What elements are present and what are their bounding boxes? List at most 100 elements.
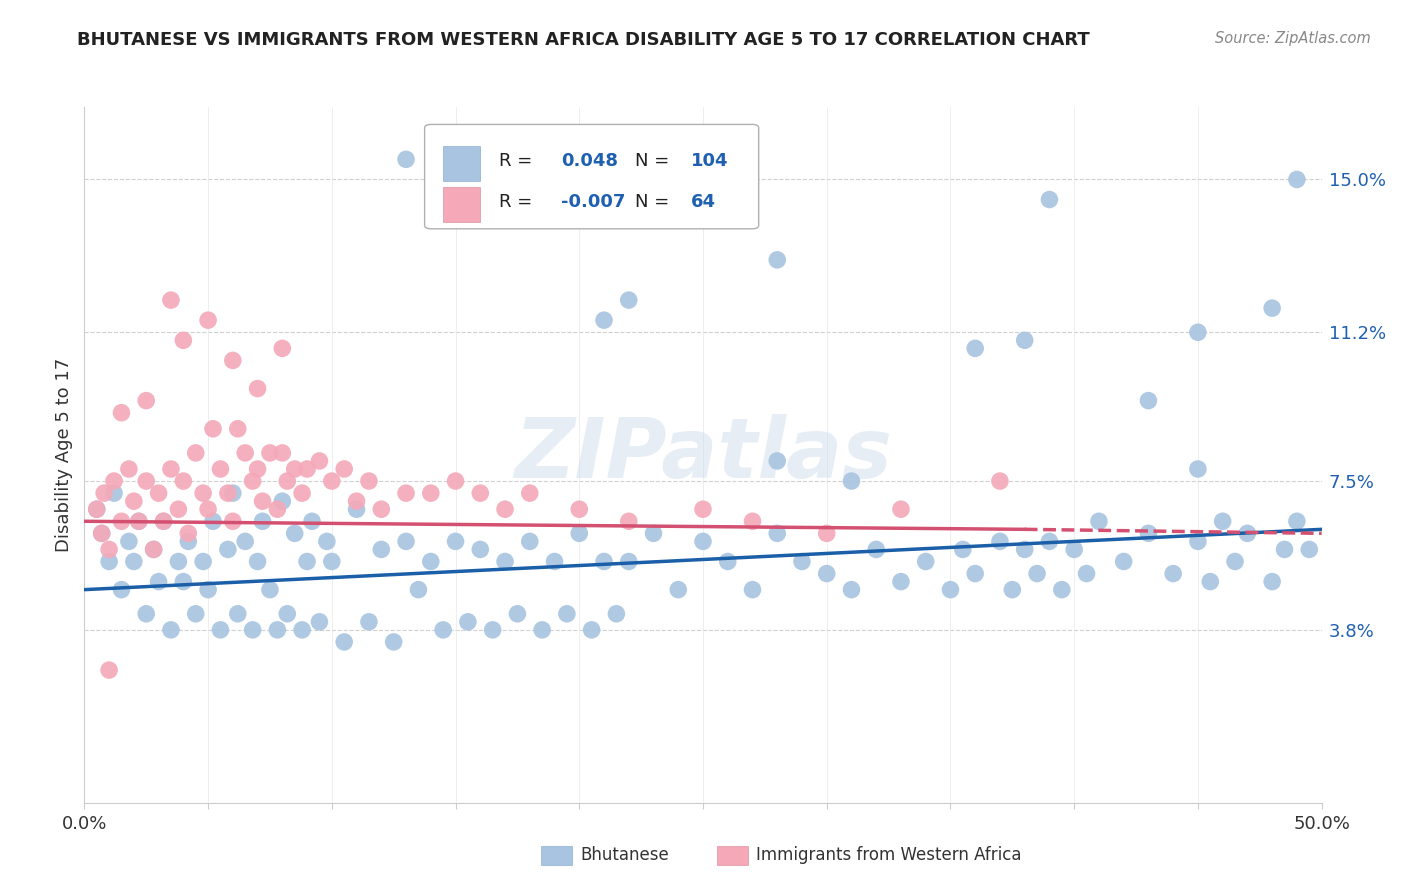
- Point: [841, 582, 863, 597]
- Point: [692, 212, 714, 227]
- Point: [148, 574, 170, 589]
- Point: [1187, 462, 1209, 476]
- Point: [118, 534, 141, 549]
- Point: [191, 486, 214, 500]
- Point: [1212, 514, 1234, 528]
- Y-axis label: Disability Age 5 to 17: Disability Age 5 to 17: [55, 358, 73, 552]
- Point: [209, 623, 232, 637]
- Point: [128, 514, 150, 528]
- Point: [1038, 193, 1060, 207]
- Point: [841, 474, 863, 488]
- Point: [202, 514, 225, 528]
- Point: [118, 462, 141, 476]
- Point: [226, 607, 249, 621]
- Point: [965, 342, 987, 356]
- Point: [233, 446, 256, 460]
- Point: [494, 502, 516, 516]
- Point: [914, 554, 936, 568]
- Point: [246, 382, 269, 396]
- Point: [1161, 566, 1184, 581]
- Text: 64: 64: [690, 194, 716, 211]
- Point: [1038, 534, 1060, 549]
- Point: [246, 462, 269, 476]
- Point: [152, 514, 174, 528]
- Point: [1001, 582, 1024, 597]
- Point: [988, 474, 1011, 488]
- Point: [1014, 334, 1036, 348]
- Point: [370, 502, 392, 516]
- Text: -0.007: -0.007: [561, 194, 626, 211]
- Point: [555, 607, 578, 621]
- Point: [1137, 526, 1160, 541]
- Point: [276, 474, 298, 488]
- Point: [692, 502, 714, 516]
- Point: [98, 663, 121, 677]
- Point: [1261, 301, 1284, 315]
- Point: [865, 542, 887, 557]
- Point: [271, 342, 294, 356]
- Point: [470, 542, 492, 557]
- Point: [952, 542, 974, 557]
- Point: [135, 393, 157, 408]
- Point: [315, 534, 337, 549]
- Point: [252, 514, 274, 528]
- Point: [284, 526, 307, 541]
- Point: [184, 607, 207, 621]
- Point: [333, 635, 356, 649]
- Point: [643, 526, 665, 541]
- Point: [890, 574, 912, 589]
- Point: [432, 623, 454, 637]
- Point: [568, 502, 591, 516]
- Point: [346, 502, 368, 516]
- Point: [890, 502, 912, 516]
- Point: [110, 406, 132, 420]
- Point: [103, 486, 125, 500]
- Point: [593, 554, 616, 568]
- Point: [1236, 526, 1258, 541]
- Point: [142, 542, 165, 557]
- Point: [295, 462, 318, 476]
- Point: [766, 526, 789, 541]
- Point: [346, 494, 368, 508]
- Point: [370, 542, 392, 557]
- Point: [184, 446, 207, 460]
- Point: [98, 554, 121, 568]
- Point: [1261, 574, 1284, 589]
- Point: [172, 574, 194, 589]
- Point: [291, 623, 314, 637]
- Text: R =: R =: [499, 153, 531, 170]
- Point: [790, 554, 813, 568]
- Point: [233, 534, 256, 549]
- Point: [333, 462, 356, 476]
- Point: [167, 554, 190, 568]
- Point: [1050, 582, 1073, 597]
- Point: [217, 486, 239, 500]
- Point: [122, 494, 145, 508]
- Point: [692, 534, 714, 549]
- Point: [197, 313, 219, 327]
- Point: [1298, 542, 1320, 557]
- Point: [197, 502, 219, 516]
- Point: [259, 446, 281, 460]
- Point: [617, 293, 640, 307]
- Point: [666, 582, 689, 597]
- Point: [128, 514, 150, 528]
- Text: Bhutanese: Bhutanese: [581, 847, 669, 864]
- Text: BHUTANESE VS IMMIGRANTS FROM WESTERN AFRICA DISABILITY AGE 5 TO 17 CORRELATION C: BHUTANESE VS IMMIGRANTS FROM WESTERN AFR…: [77, 31, 1090, 49]
- Point: [815, 566, 838, 581]
- Point: [357, 474, 380, 488]
- Point: [160, 623, 183, 637]
- Point: [1063, 542, 1085, 557]
- Point: [291, 486, 314, 500]
- Point: [444, 534, 467, 549]
- Point: [160, 293, 183, 307]
- Point: [222, 486, 245, 500]
- Point: [444, 474, 467, 488]
- Point: [543, 554, 565, 568]
- Point: [308, 615, 330, 629]
- Point: [86, 502, 108, 516]
- Point: [457, 615, 479, 629]
- Point: [284, 462, 307, 476]
- Point: [741, 514, 763, 528]
- Point: [110, 514, 132, 528]
